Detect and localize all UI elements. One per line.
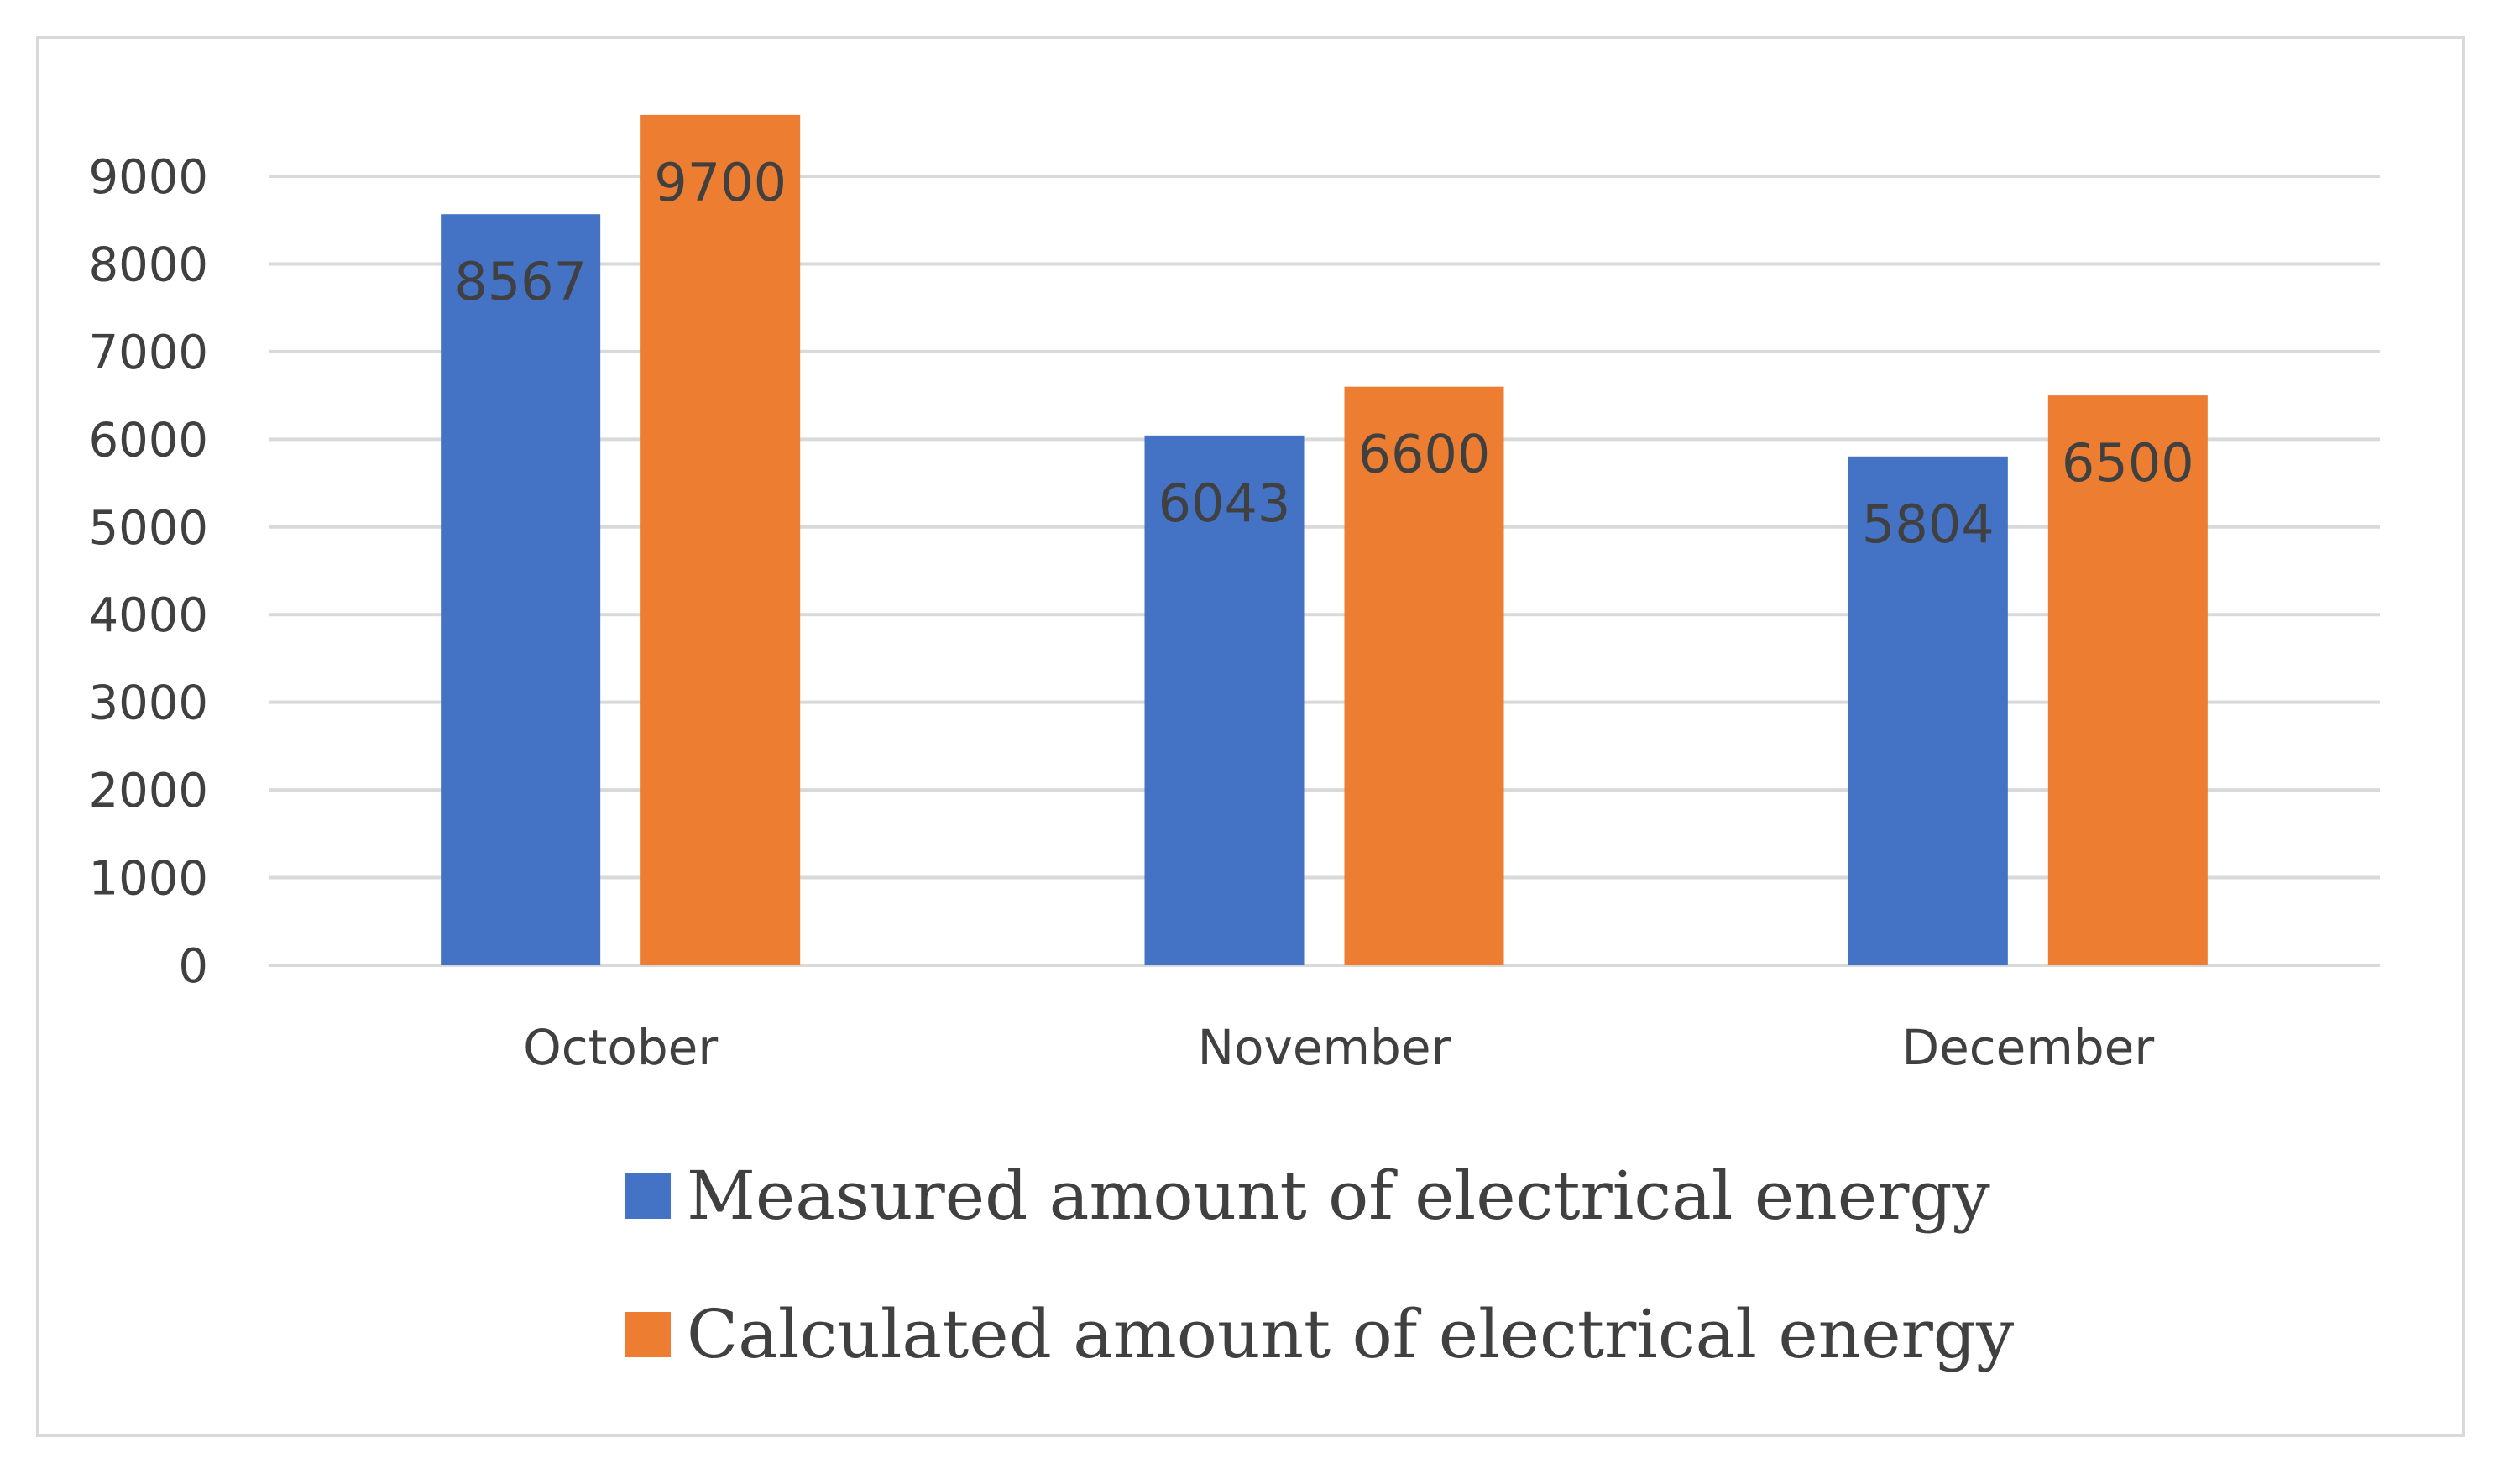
gridlines [269, 175, 2380, 967]
legend-label: Measured amount of electrical energy [687, 1157, 1990, 1235]
legend-label: Calculated amount of electrical energy [687, 1295, 2014, 1373]
bar-november-series-2 [1344, 386, 1504, 966]
y-tick-label: 1000 [88, 852, 208, 907]
y-tick-label: 7000 [88, 326, 208, 380]
y-tick-label: 6000 [88, 413, 208, 468]
bar-november-series-1 [1144, 435, 1305, 965]
y-tick-label: 5000 [88, 501, 208, 556]
data-label: 6600 [1358, 424, 1491, 485]
y-axis-tick-labels: 0 1000 2000 3000 4000 5000 6000 7000 8000 9000 [88, 150, 208, 994]
bars [441, 114, 2208, 966]
bar-october-series-2 [640, 114, 801, 965]
bar-october-series-1 [441, 214, 601, 966]
data-label: 5804 [1862, 494, 1995, 555]
y-tick-label: 9000 [88, 150, 208, 205]
data-label: 6500 [2062, 432, 2194, 494]
data-label: 6043 [1158, 473, 1291, 534]
bar-december-series-2 [2047, 395, 2208, 966]
x-axis-category-labels: October November December [523, 1019, 2154, 1076]
x-category-label: November [1198, 1019, 1451, 1076]
x-category-label: October [523, 1019, 718, 1076]
y-tick-label: 2000 [88, 764, 208, 818]
data-labels: 8567 9700 6043 6600 5804 6500 [454, 152, 2193, 555]
data-label: 8567 [454, 251, 587, 312]
legend: Measured amount of electrical energy Calc… [625, 1157, 2014, 1373]
bar-december-series-1 [1848, 456, 2008, 965]
legend-swatch [625, 1173, 671, 1219]
data-label: 9700 [654, 152, 787, 213]
y-tick-label: 8000 [88, 238, 208, 292]
y-tick-label: 3000 [88, 677, 208, 731]
x-category-label: December [1901, 1019, 2154, 1076]
y-tick-label: 4000 [88, 588, 208, 643]
legend-swatch [625, 1312, 671, 1357]
y-tick-label: 0 [178, 939, 208, 994]
